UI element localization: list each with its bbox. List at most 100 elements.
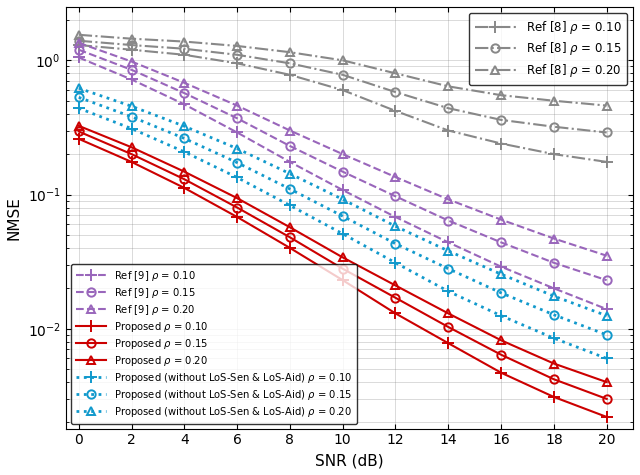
Proposed (without LoS-Sen & LoS-Aid) $\rho$ = 0.20 (180, 124, 188, 129)
Ref [8] $\rho$ = 0.20 (128, 36, 136, 41)
Ref [8] $\rho$ = 0.15 (497, 117, 505, 123)
Line: Proposed $\rho$ = 0.10: Proposed $\rho$ = 0.10 (73, 133, 612, 422)
Ref [8] $\rho$ = 0.15 (233, 52, 241, 57)
Proposed (without LoS-Sen & LoS-Aid) $\rho$ = 0.10 (603, 356, 611, 361)
Ref [8] $\rho$ = 0.15 (75, 38, 83, 44)
Proposed (without LoS-Sen & LoS-Aid) $\rho$ = 0.10 (392, 260, 399, 266)
Ref [8] $\rho$ = 0.10 (75, 42, 83, 48)
Proposed (without LoS-Sen & LoS-Aid) $\rho$ = 0.20 (444, 248, 452, 254)
Line: Ref [8] $\rho$ = 0.15: Ref [8] $\rho$ = 0.15 (75, 37, 611, 137)
Ref [9] $\rho$ = 0.15 (497, 239, 505, 245)
Ref [9] $\rho$ = 0.15 (444, 218, 452, 223)
Ref [9] $\rho$ = 0.20 (339, 151, 346, 157)
Proposed (without LoS-Sen & LoS-Aid) $\rho$ = 0.15 (444, 266, 452, 272)
Proposed (without LoS-Sen & LoS-Aid) $\rho$ = 0.20 (339, 197, 346, 202)
Proposed (without LoS-Sen & LoS-Aid) $\rho$ = 0.20 (233, 146, 241, 152)
Legend: Ref [9] $\rho$ = 0.10, Ref [9] $\rho$ = 0.15, Ref [9] $\rho$ = 0.20, Proposed $\: Ref [9] $\rho$ = 0.10, Ref [9] $\rho$ = … (70, 264, 356, 424)
Ref [8] $\rho$ = 0.20 (550, 98, 557, 104)
Proposed (without LoS-Sen & LoS-Aid) $\rho$ = 0.15 (233, 160, 241, 165)
Ref [8] $\rho$ = 0.10 (497, 141, 505, 146)
Y-axis label: NMSE: NMSE (7, 196, 22, 240)
Proposed (without LoS-Sen & LoS-Aid) $\rho$ = 0.10 (286, 202, 294, 208)
Proposed $\rho$ = 0.10 (233, 214, 241, 220)
Ref [8] $\rho$ = 0.10 (128, 47, 136, 53)
Ref [9] $\rho$ = 0.10 (392, 214, 399, 220)
Ref [9] $\rho$ = 0.20 (392, 174, 399, 180)
Ref [8] $\rho$ = 0.15 (180, 46, 188, 52)
Ref [8] $\rho$ = 0.10 (339, 87, 346, 93)
Proposed (without LoS-Sen & LoS-Aid) $\rho$ = 0.10 (75, 105, 83, 111)
Proposed $\rho$ = 0.20 (180, 169, 188, 174)
Ref [8] $\rho$ = 0.10 (286, 72, 294, 78)
Line: Proposed $\rho$ = 0.20: Proposed $\rho$ = 0.20 (75, 122, 611, 386)
Ref [8] $\rho$ = 0.20 (497, 92, 505, 98)
Proposed $\rho$ = 0.15 (75, 129, 83, 134)
Ref [9] $\rho$ = 0.10 (444, 239, 452, 245)
Proposed $\rho$ = 0.20 (339, 255, 346, 260)
Ref [9] $\rho$ = 0.20 (128, 59, 136, 65)
Ref [9] $\rho$ = 0.10 (339, 187, 346, 193)
Ref [8] $\rho$ = 0.20 (444, 84, 452, 89)
Ref [9] $\rho$ = 0.15 (75, 47, 83, 53)
Ref [8] $\rho$ = 0.10 (550, 151, 557, 157)
Proposed (without LoS-Sen & LoS-Aid) $\rho$ = 0.15 (497, 290, 505, 296)
Proposed $\rho$ = 0.10 (550, 394, 557, 400)
Ref [9] $\rho$ = 0.20 (180, 80, 188, 86)
Ref [8] $\rho$ = 0.15 (550, 124, 557, 130)
Line: Ref [9] $\rho$ = 0.10: Ref [9] $\rho$ = 0.10 (73, 52, 612, 314)
Proposed $\rho$ = 0.10 (339, 277, 346, 283)
Proposed $\rho$ = 0.10 (603, 414, 611, 420)
Ref [8] $\rho$ = 0.20 (75, 32, 83, 38)
Ref [8] $\rho$ = 0.15 (444, 105, 452, 111)
Ref [9] $\rho$ = 0.10 (233, 130, 241, 135)
Proposed $\rho$ = 0.20 (286, 224, 294, 230)
Proposed (without LoS-Sen & LoS-Aid) $\rho$ = 0.20 (75, 86, 83, 91)
Ref [9] $\rho$ = 0.10 (128, 76, 136, 82)
Ref [9] $\rho$ = 0.15 (233, 115, 241, 121)
Ref [8] $\rho$ = 0.15 (339, 72, 346, 78)
Ref [9] $\rho$ = 0.10 (286, 159, 294, 165)
Proposed (without LoS-Sen & LoS-Aid) $\rho$ = 0.10 (444, 288, 452, 294)
Proposed $\rho$ = 0.20 (444, 311, 452, 316)
Proposed (without LoS-Sen & LoS-Aid) $\rho$ = 0.15 (603, 332, 611, 338)
Ref [9] $\rho$ = 0.15 (339, 169, 346, 174)
Proposed (without LoS-Sen & LoS-Aid) $\rho$ = 0.15 (550, 312, 557, 318)
Ref [9] $\rho$ = 0.15 (286, 143, 294, 149)
Ref [8] $\rho$ = 0.15 (392, 89, 399, 95)
Proposed (without LoS-Sen & LoS-Aid) $\rho$ = 0.15 (75, 95, 83, 100)
Ref [9] $\rho$ = 0.20 (75, 40, 83, 46)
Ref [8] $\rho$ = 0.15 (128, 42, 136, 48)
Proposed $\rho$ = 0.20 (75, 123, 83, 129)
Ref [9] $\rho$ = 0.20 (444, 197, 452, 202)
Ref [8] $\rho$ = 0.20 (603, 103, 611, 108)
Proposed $\rho$ = 0.20 (497, 337, 505, 343)
Proposed $\rho$ = 0.15 (128, 151, 136, 157)
Proposed $\rho$ = 0.10 (444, 341, 452, 346)
Proposed $\rho$ = 0.15 (603, 396, 611, 402)
Ref [9] $\rho$ = 0.20 (497, 217, 505, 222)
Proposed $\rho$ = 0.15 (339, 266, 346, 272)
Proposed (without LoS-Sen & LoS-Aid) $\rho$ = 0.10 (180, 149, 188, 155)
Proposed $\rho$ = 0.20 (233, 195, 241, 201)
Proposed (without LoS-Sen & LoS-Aid) $\rho$ = 0.20 (603, 313, 611, 319)
Ref [9] $\rho$ = 0.20 (286, 128, 294, 133)
Ref [9] $\rho$ = 0.15 (603, 277, 611, 283)
Ref [8] $\rho$ = 0.20 (392, 70, 399, 76)
Proposed $\rho$ = 0.15 (233, 205, 241, 210)
Proposed (without LoS-Sen & LoS-Aid) $\rho$ = 0.10 (128, 126, 136, 132)
Proposed $\rho$ = 0.10 (180, 185, 188, 191)
Proposed $\rho$ = 0.15 (550, 376, 557, 382)
Proposed $\rho$ = 0.10 (392, 311, 399, 316)
Ref [9] $\rho$ = 0.10 (180, 102, 188, 107)
Proposed (without LoS-Sen & LoS-Aid) $\rho$ = 0.15 (339, 213, 346, 219)
Line: Ref [8] $\rho$ = 0.10: Ref [8] $\rho$ = 0.10 (73, 39, 612, 168)
Proposed (without LoS-Sen & LoS-Aid) $\rho$ = 0.15 (392, 241, 399, 247)
Ref [9] $\rho$ = 0.15 (128, 67, 136, 73)
Ref [8] $\rho$ = 0.20 (339, 57, 346, 63)
Proposed (without LoS-Sen & LoS-Aid) $\rho$ = 0.20 (550, 293, 557, 299)
Line: Proposed (without LoS-Sen & LoS-Aid) $\rho$ = 0.15: Proposed (without LoS-Sen & LoS-Aid) $\r… (75, 93, 611, 339)
Ref [9] $\rho$ = 0.20 (233, 103, 241, 108)
Ref [9] $\rho$ = 0.10 (550, 285, 557, 291)
Ref [8] $\rho$ = 0.15 (603, 130, 611, 135)
Ref [9] $\rho$ = 0.20 (550, 236, 557, 241)
